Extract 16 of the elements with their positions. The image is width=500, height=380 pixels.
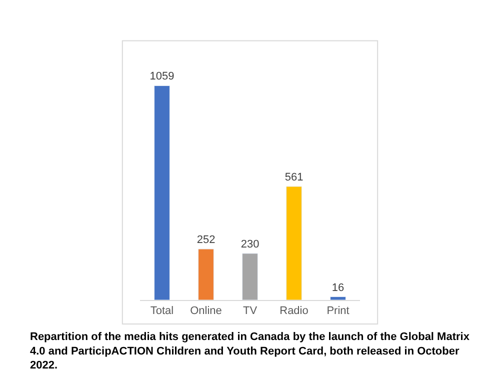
data-label: 252 [196, 234, 216, 246]
x-tick-label: Total [150, 305, 174, 318]
data-label: 16 [332, 282, 344, 294]
x-tick-label: Print [326, 305, 350, 318]
x-tick-label: Radio [280, 305, 308, 318]
data-label: 230 [240, 238, 260, 250]
bar [330, 296, 346, 300]
text: Repartition of the media hits generated in Canada by the launch of the Global Matrix 4.0 and ParticipACTION Children and Youth Report Card, both released in October 2022. [30, 331, 470, 372]
x-tick-label: TV [242, 305, 258, 318]
data-label: 1059 [150, 70, 174, 83]
bar [286, 186, 302, 300]
x-tick-label: Online [190, 305, 222, 318]
bar [242, 253, 258, 300]
bar [154, 85, 170, 300]
data-label: 561 [284, 171, 304, 184]
bar [198, 248, 214, 300]
